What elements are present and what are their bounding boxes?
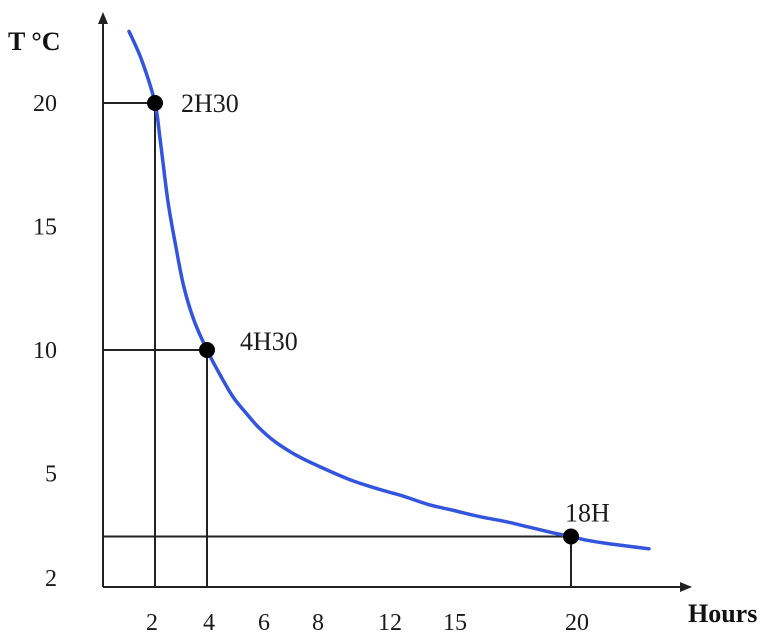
- x-tick-label: 15: [443, 610, 467, 636]
- y-tick-label: 10: [33, 338, 57, 364]
- y-tick-label: 20: [33, 91, 57, 117]
- x-tick-label: 4: [203, 610, 215, 636]
- temperature-curve: [127, 29, 651, 551]
- y-tick-label: 2: [45, 566, 57, 592]
- x-tick-label: 20: [565, 610, 589, 636]
- y-tick-label: 15: [33, 215, 57, 241]
- data-point-marker: [563, 528, 579, 545]
- x-tick-label: 2: [146, 610, 158, 636]
- data-point-label: 4H30: [240, 327, 298, 356]
- x-tick-label: 6: [258, 610, 270, 636]
- y-tick-label: 5: [45, 462, 57, 488]
- data-point-marker: [147, 95, 163, 111]
- data-point-label: 18H: [565, 498, 610, 527]
- y-axis-title: T °C: [8, 27, 61, 56]
- x-tick-label: 12: [378, 610, 402, 636]
- data-point-marker: [199, 342, 215, 358]
- x-axis-title: Hours: [688, 599, 757, 628]
- data-point-label: 2H30: [181, 89, 239, 118]
- x-tick-label: 8: [312, 610, 324, 636]
